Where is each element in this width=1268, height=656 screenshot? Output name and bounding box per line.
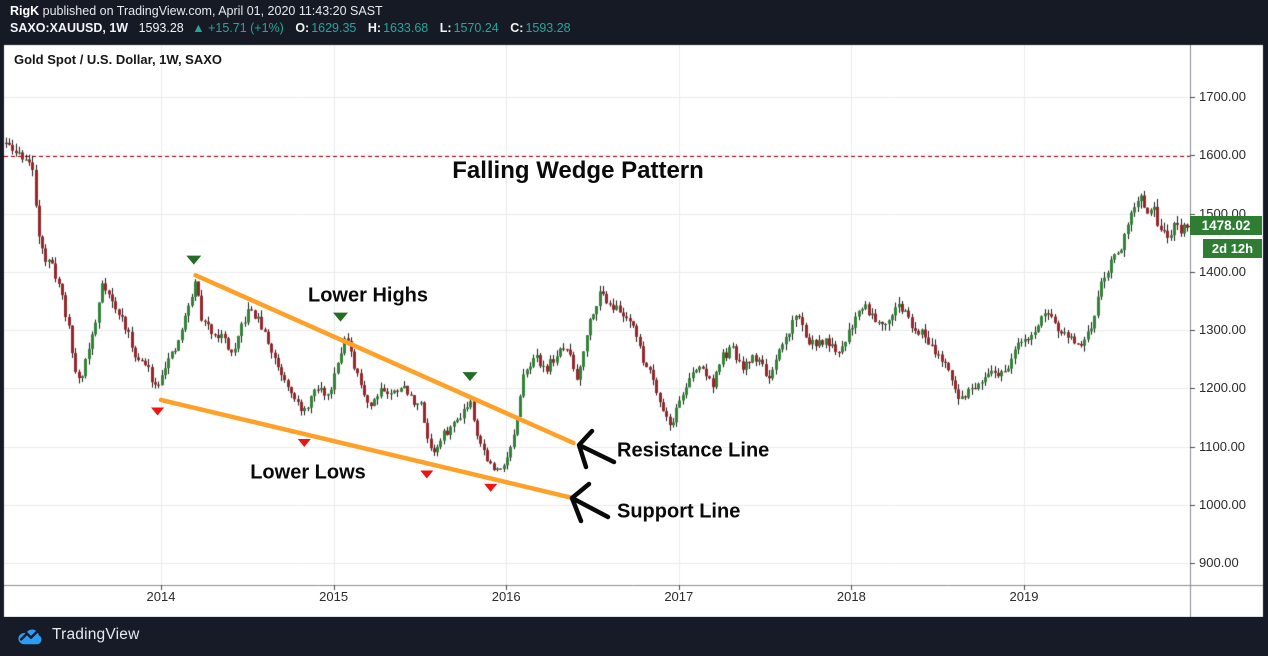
- brand-name: TradingView: [52, 626, 140, 643]
- price-tick-label: 1400.00: [1199, 263, 1246, 279]
- high-value: 1633.68: [383, 21, 429, 35]
- tradingview-logo-icon[interactable]: [16, 626, 46, 647]
- last-trade-price: 1593.28: [138, 21, 184, 35]
- price-change: ▲ +15.71 (+1%): [192, 21, 284, 35]
- low-label: L:: [439, 21, 452, 35]
- year-tick-label: 2017: [664, 589, 694, 604]
- byline-text: published on TradingView.com, April 01, …: [39, 4, 383, 18]
- low-value: 1570.24: [453, 21, 499, 35]
- resistance-line-label[interactable]: Resistance Line: [617, 439, 770, 462]
- support-line-label[interactable]: Support Line: [617, 500, 741, 523]
- publish-byline: RigK published on TradingView.com, April…: [10, 4, 383, 18]
- price-tick-label: 1700.00: [1199, 89, 1246, 104]
- lower-lows-annotation[interactable]: Lower Lows: [250, 461, 366, 484]
- year-tick-label: 2015: [319, 589, 349, 604]
- close-value: 1593.28: [525, 21, 571, 35]
- year-tick-label: 2016: [491, 589, 521, 604]
- high-label: H:: [367, 21, 382, 35]
- open-value: 1629.35: [311, 21, 357, 35]
- last-price-badge: 1478.02: [1190, 216, 1262, 235]
- price-tick-label: 900.00: [1199, 555, 1239, 570]
- price-tick-label: 1600.00: [1199, 147, 1246, 163]
- bar-countdown-badge: 2d 12h: [1203, 239, 1262, 258]
- year-tick-label: 2014: [146, 589, 176, 604]
- time-axis[interactable]: 2014 2015 2016 2017 2018 2019: [0, 589, 1190, 606]
- price-axis[interactable]: 1700.00 1600.00 1500.00 1400.00 1300.00 1200.…: [1190, 45, 1263, 585]
- symbol-name: SAXO:XAUUSD, 1W: [10, 21, 129, 35]
- price-tick-label: 1000.00: [1199, 496, 1246, 512]
- price-tick-label: 1100.00: [1199, 438, 1246, 454]
- open-label: O:: [295, 21, 310, 35]
- chart-legend-title: Gold Spot / U.S. Dollar, 1W, SAXO: [14, 52, 223, 67]
- author-name: RigK: [10, 4, 40, 18]
- price-tick-label: 1300.00: [1199, 322, 1246, 337]
- footer-bar: TradingView: [0, 617, 1268, 656]
- lower-highs-annotation[interactable]: Lower Highs: [307, 284, 429, 307]
- symbol-status-line: SAXO:XAUUSD, 1W 1593.28 ▲ +15.71 (+1%) O…: [10, 21, 571, 35]
- close-label: C:: [510, 21, 524, 35]
- pattern-title-annotation[interactable]: Falling Wedge Pattern: [452, 157, 704, 184]
- year-tick-label: 2018: [836, 589, 866, 604]
- year-tick-label: 2019: [1009, 589, 1039, 604]
- price-tick-label: 1200.00: [1199, 380, 1246, 396]
